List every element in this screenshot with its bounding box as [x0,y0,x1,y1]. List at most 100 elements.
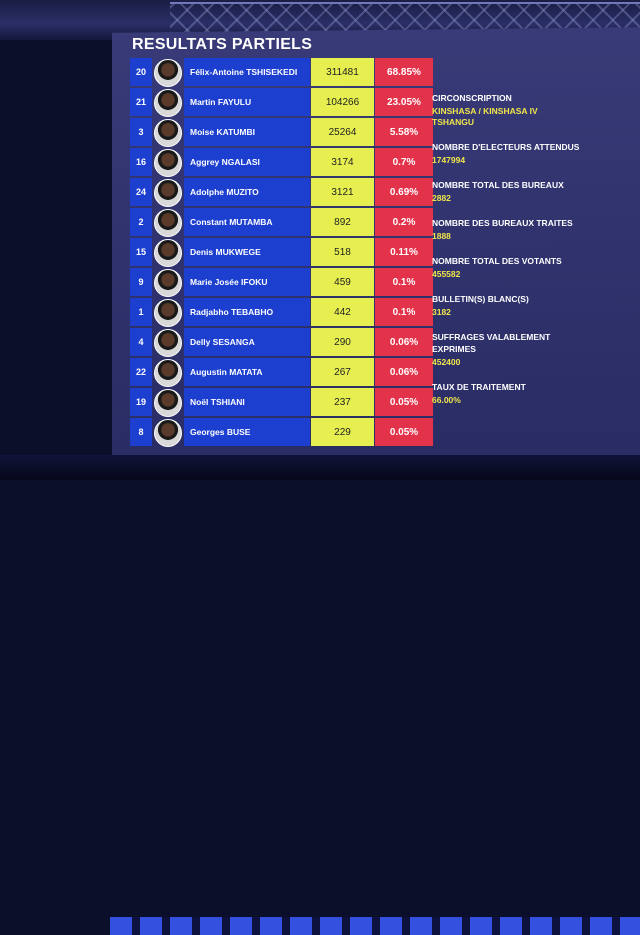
candidate-row: 3 Moise KATUMBI 25264 5.58% [130,118,435,148]
candidate-votes: 237 [311,388,374,416]
candidate-photo [154,389,182,417]
candidate-photo [154,209,182,237]
info-label: NOMBRE TOTAL DES VOTANTS [432,256,562,266]
candidate-row: 19 Noël TSHIANI 237 0.05% [130,388,435,418]
candidate-name: Noël TSHIANI [184,388,310,416]
candidate-name: Denis MUKWEGE [184,238,310,266]
candidate-percent: 0.11% [375,238,433,266]
candidate-votes: 104266 [311,88,374,116]
info-block: SUFFRAGES VALABLEMENT EXPRIMES 452400 [432,331,582,368]
info-block: NOMBRE DES BUREAUX TRAITES 1888 [432,217,582,242]
info-label: NOMBRE TOTAL DES BUREAUX [432,180,564,190]
candidate-votes: 892 [311,208,374,236]
candidate-name: Georges BUSE [184,418,310,446]
candidate-row: 22 Augustin MATATA 267 0.06% [130,358,435,388]
candidate-number: 1 [130,298,152,326]
info-value: 452400 [432,357,461,367]
stage-lights [110,917,640,935]
candidate-votes: 311481 [311,58,374,86]
candidate-percent: 0.1% [375,268,433,296]
candidate-photo [154,299,182,327]
results-table: 20 Félix-Antoine TSHISEKEDI 311481 68.85% 21… [130,58,435,448]
candidate-number: 21 [130,88,152,116]
candidate-photo [154,89,182,117]
candidate-percent: 23.05% [375,88,433,116]
info-label: BULLETIN(S) BLANC(S) [432,294,529,304]
results-title: RESULTATS PARTIELS [132,36,313,53]
candidate-photo [154,269,182,297]
candidate-number: 8 [130,418,152,446]
candidate-percent: 0.7% [375,148,433,176]
candidate-row: 9 Marie Josée IFOKU 459 0.1% [130,268,435,298]
info-label: SUFFRAGES VALABLEMENT EXPRIMES [432,332,551,354]
candidate-name: Radjabho TEBABHO [184,298,310,326]
candidate-row: 4 Delly SESANGA 290 0.06% [130,328,435,358]
candidate-name: Adolphe MUZITO [184,178,310,206]
candidate-row: 24 Adolphe MUZITO 3121 0.69% [130,178,435,208]
candidate-number: 15 [130,238,152,266]
candidate-number: 4 [130,328,152,356]
candidate-votes: 290 [311,328,374,356]
info-value: 1747994 [432,155,466,165]
candidate-number: 22 [130,358,152,386]
info-value: KINSHASA / KINSHASA IV TSHANGU [432,106,538,127]
candidate-name: Martin FAYULU [184,88,310,116]
info-block: CIRCONSCRIPTION KINSHASA / KINSHASA IV TS… [432,92,582,128]
ceiling [0,0,640,40]
candidate-row: 21 Martin FAYULU 104266 23.05% [130,88,435,118]
candidate-number: 24 [130,178,152,206]
info-block: NOMBRE TOTAL DES BUREAUX 2882 [432,179,582,204]
candidate-name: Marie Josée IFOKU [184,268,310,296]
info-block: TAUX DE TRAITEMENT 66.00% [432,381,582,406]
info-label: NOMBRE D'ELECTEURS ATTENDUS [432,142,580,152]
candidate-photo [154,419,182,447]
candidate-row: 8 Georges BUSE 229 0.05% [130,418,435,448]
candidate-row: 16 Aggrey NGALASI 3174 0.7% [130,148,435,178]
candidate-number: 9 [130,268,152,296]
candidate-name: Moise KATUMBI [184,118,310,146]
info-value: 1888 [432,231,451,241]
candidate-name: Augustin MATATA [184,358,310,386]
candidate-percent: 0.1% [375,298,433,326]
candidate-votes: 229 [311,418,374,446]
info-block: NOMBRE D'ELECTEURS ATTENDUS 1747994 [432,141,582,166]
candidate-number: 3 [130,118,152,146]
stage-floor [0,455,640,935]
candidate-name: Félix-Antoine TSHISEKEDI [184,58,310,86]
candidate-votes: 25264 [311,118,374,146]
candidate-percent: 5.58% [375,118,433,146]
info-label: NOMBRE DES BUREAUX TRAITES [432,218,573,228]
candidate-votes: 3174 [311,148,374,176]
candidate-row: 1 Radjabho TEBABHO 442 0.1% [130,298,435,328]
candidate-votes: 518 [311,238,374,266]
candidate-row: 15 Denis MUKWEGE 518 0.11% [130,238,435,268]
candidate-percent: 0.69% [375,178,433,206]
candidate-percent: 0.2% [375,208,433,236]
info-label: TAUX DE TRAITEMENT [432,382,526,392]
info-value: 455582 [432,269,461,279]
candidate-percent: 0.06% [375,358,433,386]
candidate-photo [154,59,182,87]
info-block: BULLETIN(S) BLANC(S) 3182 [432,293,582,318]
candidate-row: 20 Félix-Antoine TSHISEKEDI 311481 68.85% [130,58,435,88]
candidate-votes: 459 [311,268,374,296]
candidate-number: 2 [130,208,152,236]
candidate-percent: 68.85% [375,58,433,86]
candidate-photo [154,359,182,387]
candidate-row: 2 Constant MUTAMBA 892 0.2% [130,208,435,238]
info-value: 3182 [432,307,451,317]
candidate-photo [154,119,182,147]
candidate-photo [154,179,182,207]
candidate-number: 20 [130,58,152,86]
candidate-percent: 0.05% [375,418,433,446]
info-value: 2882 [432,193,451,203]
candidate-photo [154,239,182,267]
candidate-photo [154,149,182,177]
candidate-number: 16 [130,148,152,176]
candidate-name: Aggrey NGALASI [184,148,310,176]
candidate-number: 19 [130,388,152,416]
info-value: 66.00% [432,395,461,405]
candidate-votes: 3121 [311,178,374,206]
info-panel: CIRCONSCRIPTION KINSHASA / KINSHASA IV TS… [432,92,582,419]
candidate-photo [154,329,182,357]
